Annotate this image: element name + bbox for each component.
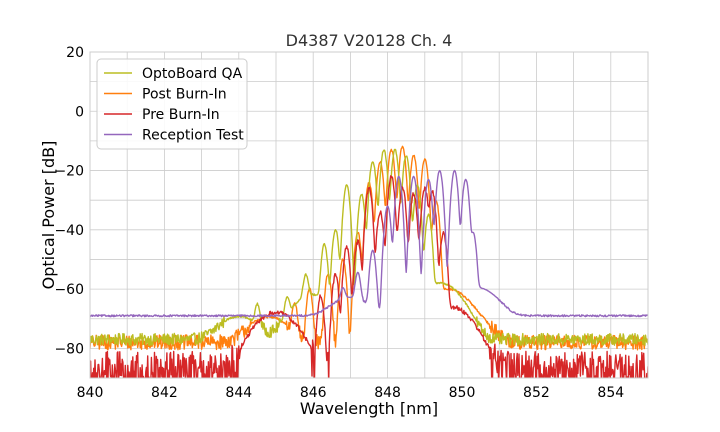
chart-title: D4387 V20128 Ch. 4 [286, 31, 453, 50]
x-axis-label: Wavelength [nm] [300, 399, 438, 418]
legend-frame [96, 58, 248, 150]
y-tick-label: −80 [54, 341, 84, 357]
series-layer [90, 145, 648, 378]
plot-frame [89, 51, 649, 379]
y-axis-label: Optical Power [dB] [39, 141, 58, 290]
legend-label: OptoBoard QA [142, 66, 243, 82]
y-tick-label: −40 [54, 223, 84, 239]
legend: OptoBoard QA Post Burn-In Pre Burn-In Recep… [96, 58, 248, 150]
legend-label: Reception Test [142, 128, 244, 144]
x-tick-label: 854 [597, 385, 624, 401]
y-tick-label: −60 [54, 282, 84, 298]
y-tick-label: −20 [54, 164, 84, 180]
legend-label: Post Burn-In [142, 87, 227, 103]
series-line-3 [90, 169, 648, 318]
y-tick-labels: 20 0 −20 −40 −60 −80 [54, 45, 84, 357]
x-tick-labels: 840 842 844 846 848 850 852 854 [77, 385, 625, 401]
y-tick-label: 0 [75, 104, 84, 120]
x-tick-label: 840 [77, 385, 104, 401]
series-line-1 [90, 145, 648, 351]
y-tick-label: 20 [66, 45, 84, 61]
legend-label: Pre Burn-In [142, 107, 220, 123]
grid [89, 51, 649, 379]
series-line-2 [90, 175, 648, 378]
x-tick-label: 850 [449, 385, 476, 401]
x-tick-label: 848 [374, 385, 401, 401]
x-tick-label: 844 [225, 385, 252, 401]
x-tick-label: 846 [300, 385, 327, 401]
x-tick-label: 842 [151, 385, 178, 401]
x-tick-label: 852 [523, 385, 550, 401]
